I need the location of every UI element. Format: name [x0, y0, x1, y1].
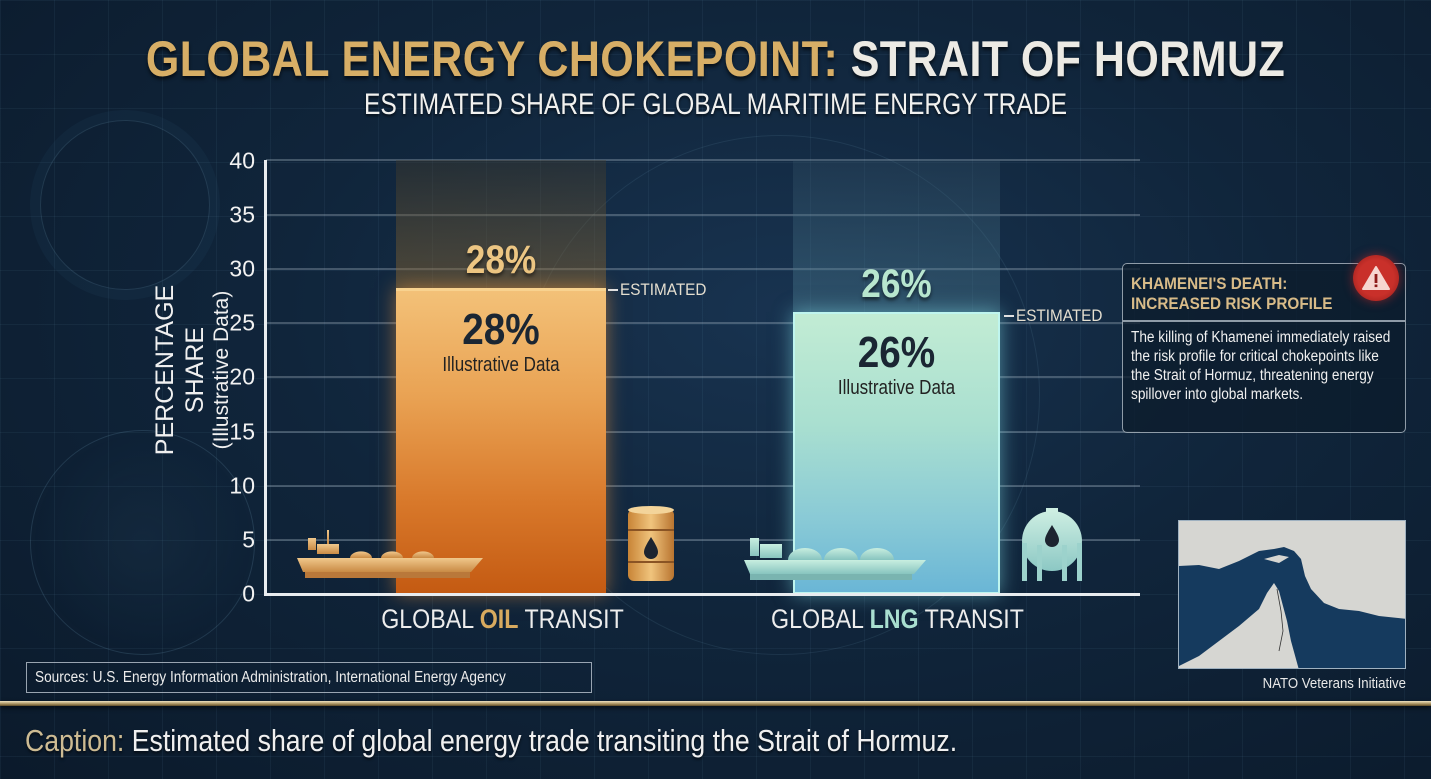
- y-tick: 35: [229, 201, 255, 228]
- gridline: [266, 268, 1140, 270]
- y-axis-line: [264, 160, 267, 596]
- oil-bar-note: Illustrative Data: [442, 354, 560, 376]
- lng-bar-top-label: 26%: [861, 262, 932, 306]
- page-title: GLOBAL ENERGY CHOKEPOINT: STRAIT OF HORM…: [100, 30, 1331, 88]
- map-icon: [1179, 547, 1405, 668]
- title-part-gold: GLOBAL ENERGY CHOKEPOINT:: [145, 31, 839, 87]
- y-axis-title-main: PERCENTAGE SHARE: [151, 284, 209, 456]
- lng-estimated-tick: [1004, 315, 1014, 317]
- lng-storage-tank-icon: [1022, 508, 1082, 581]
- oil-bar-backdrop: [396, 160, 606, 290]
- gridline: [266, 322, 1140, 324]
- x-axis-line: [264, 593, 1140, 596]
- page-subtitle: ESTIMATED SHARE OF GLOBAL MARITIME ENERG…: [363, 88, 1068, 121]
- x-category-oil: GLOBAL OIL TRANSIT: [371, 604, 633, 635]
- gridline: [266, 214, 1140, 216]
- category-highlight: LNG: [869, 604, 919, 634]
- category-text: TRANSIT: [918, 604, 1024, 634]
- oil-barrel-icon: [628, 506, 674, 581]
- alert-heading: KHAMENEI'S DEATH: INCREASED RISK PROFILE: [1131, 274, 1347, 314]
- sources-box: Sources: U.S. Energy Information Adminis…: [26, 662, 592, 693]
- oil-bar-value: 28%: [462, 305, 540, 354]
- oil-estimated-tick: [608, 289, 618, 291]
- y-tick: 0: [242, 580, 255, 607]
- gridline: [266, 539, 1140, 541]
- gridline: [266, 376, 1140, 378]
- category-text: TRANSIT: [518, 604, 624, 634]
- gridline: [266, 431, 1140, 433]
- lng-tanker-icon: [744, 538, 926, 580]
- caption-label: Caption:: [25, 723, 125, 758]
- lng-bar-value: 26%: [857, 328, 936, 377]
- strait-of-hormuz-map: [1178, 520, 1406, 669]
- caption-divider: [0, 701, 1431, 706]
- category-highlight: OIL: [479, 604, 519, 634]
- oil-bar[interactable]: 28% Illustrative Data: [396, 288, 606, 594]
- warning-triangle-icon: [1353, 255, 1399, 301]
- alert-divider: [1123, 320, 1405, 322]
- gridline: [266, 485, 1140, 487]
- sources-text: Sources: U.S. Energy Information Adminis…: [35, 669, 506, 686]
- y-tick: 30: [229, 255, 255, 282]
- title-part-white: STRAIT OF HORMUZ: [850, 31, 1286, 87]
- alert-heading-line: KHAMENEI'S DEATH:: [1131, 274, 1288, 293]
- gridline: [266, 159, 1140, 161]
- oil-bar-top-label: 28%: [465, 238, 537, 282]
- category-text: GLOBAL: [381, 604, 480, 634]
- y-axis-title: PERCENTAGE SHARE (Illustrative Data): [150, 240, 233, 500]
- oil-tanker-icon: [297, 530, 483, 578]
- y-tick: 15: [229, 418, 255, 445]
- y-tick: 40: [229, 147, 255, 174]
- category-text: GLOBAL: [771, 604, 870, 634]
- caption: Caption: Estimated share of global energ…: [25, 723, 957, 759]
- y-tick: 5: [242, 526, 255, 553]
- map-credit: NATO Veterans Initiative: [1262, 675, 1406, 692]
- oil-estimated-label: ESTIMATED: [620, 280, 707, 299]
- y-tick: 20: [229, 363, 255, 390]
- lng-bar-note: Illustrative Data: [837, 377, 956, 399]
- lng-bar-backdrop: [793, 160, 1000, 314]
- x-category-lng: GLOBAL LNG TRANSIT: [766, 604, 1028, 635]
- caption-text: Estimated share of global energy trade t…: [124, 723, 958, 758]
- lng-estimated-label: ESTIMATED: [1016, 306, 1103, 325]
- y-tick: 10: [229, 472, 255, 499]
- y-tick: 25: [229, 309, 255, 336]
- alert-body: The killing of Khamenei immediately rais…: [1131, 329, 1391, 403]
- alert-heading-line: INCREASED RISK PROFILE: [1131, 294, 1333, 313]
